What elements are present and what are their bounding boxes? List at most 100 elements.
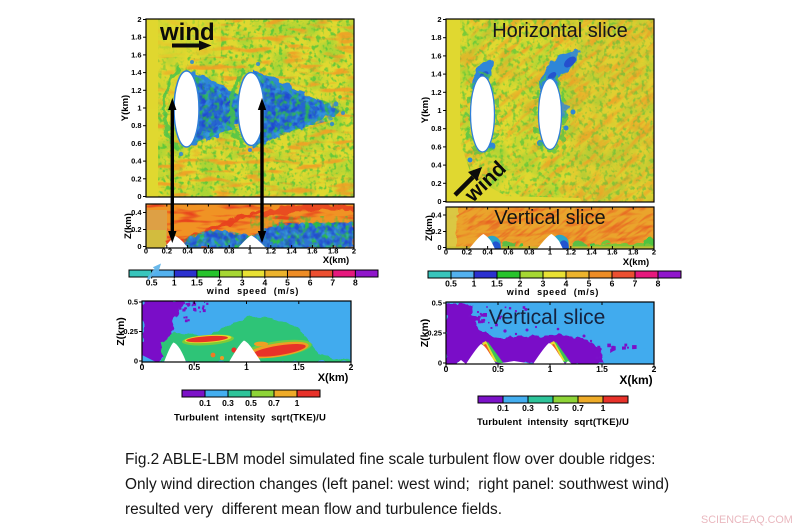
svg-text:1.8: 1.8 xyxy=(628,248,638,257)
svg-text:0.4: 0.4 xyxy=(131,208,142,217)
svg-text:0.4: 0.4 xyxy=(431,211,442,220)
svg-text:Z(km): Z(km) xyxy=(419,319,431,348)
svg-text:0.4: 0.4 xyxy=(482,248,493,257)
svg-text:0.1: 0.1 xyxy=(497,403,509,413)
svg-text:X(km): X(km) xyxy=(623,257,649,268)
svg-text:0: 0 xyxy=(137,192,141,201)
svg-text:0.25: 0.25 xyxy=(427,329,442,338)
svg-text:0.8: 0.8 xyxy=(431,124,441,133)
svg-text:1.2: 1.2 xyxy=(266,247,276,256)
svg-text:8: 8 xyxy=(353,278,358,288)
svg-text:0: 0 xyxy=(444,364,449,374)
svg-text:2: 2 xyxy=(437,15,441,24)
svg-text:0: 0 xyxy=(134,357,138,366)
svg-text:0.8: 0.8 xyxy=(524,248,534,257)
svg-text:0.6: 0.6 xyxy=(203,247,213,256)
svg-text:0.3: 0.3 xyxy=(522,403,534,413)
svg-text:2: 2 xyxy=(518,279,523,289)
svg-text:0: 0 xyxy=(137,242,141,251)
svg-text:Vertical slice: Vertical slice xyxy=(489,306,606,329)
svg-text:7: 7 xyxy=(330,278,335,288)
svg-text:1.4: 1.4 xyxy=(131,68,142,77)
svg-text:Turbulent intensity sqrt(TKE: Turbulent intensity sqrt(TKE)/U xyxy=(174,413,326,424)
svg-text:Vertical slice: Vertical slice xyxy=(494,207,605,229)
svg-text:4: 4 xyxy=(262,278,267,288)
svg-text:1.5: 1.5 xyxy=(191,278,203,288)
svg-text:0.5: 0.5 xyxy=(128,298,138,307)
svg-text:0.7: 0.7 xyxy=(268,398,280,408)
svg-text:X(km): X(km) xyxy=(318,372,349,384)
svg-text:0.7: 0.7 xyxy=(572,403,584,413)
svg-text:0.2: 0.2 xyxy=(162,247,172,256)
svg-text:1.5: 1.5 xyxy=(491,279,503,289)
svg-text:0.5: 0.5 xyxy=(445,279,457,289)
svg-text:Y(km): Y(km) xyxy=(120,95,131,121)
svg-text:2: 2 xyxy=(137,15,141,24)
svg-text:wind speed (m/s): wind speed (m/s) xyxy=(506,287,599,297)
svg-text:0.5: 0.5 xyxy=(547,403,559,413)
svg-text:1: 1 xyxy=(295,398,300,408)
svg-text:1: 1 xyxy=(601,403,606,413)
svg-text:0.25: 0.25 xyxy=(123,327,138,336)
svg-text:1.6: 1.6 xyxy=(307,247,317,256)
svg-text:1.6: 1.6 xyxy=(431,51,441,60)
svg-text:X(km): X(km) xyxy=(323,255,349,266)
svg-text:1.4: 1.4 xyxy=(586,248,597,257)
svg-text:0.2: 0.2 xyxy=(431,227,441,236)
svg-text:0.5: 0.5 xyxy=(492,364,504,374)
svg-text:1.5: 1.5 xyxy=(293,362,305,372)
svg-text:0: 0 xyxy=(444,248,448,257)
svg-text:1: 1 xyxy=(137,104,141,113)
svg-text:0.3: 0.3 xyxy=(222,398,234,408)
svg-text:1: 1 xyxy=(548,248,552,257)
svg-text:Z(km): Z(km) xyxy=(424,215,435,241)
svg-text:1.2: 1.2 xyxy=(131,86,141,95)
svg-text:X(km): X(km) xyxy=(619,373,652,387)
svg-text:2: 2 xyxy=(652,364,657,374)
svg-text:0.5: 0.5 xyxy=(146,278,158,288)
svg-text:wind speed (m/s): wind speed (m/s) xyxy=(206,286,299,296)
svg-text:5: 5 xyxy=(285,278,290,288)
svg-text:3: 3 xyxy=(240,278,245,288)
svg-text:0.2: 0.2 xyxy=(462,248,472,257)
svg-text:Turbulent intensity sqrt(TKE: Turbulent intensity sqrt(TKE)/U xyxy=(477,417,629,428)
svg-text:2: 2 xyxy=(652,248,656,257)
svg-text:2: 2 xyxy=(352,247,356,256)
svg-text:0.2: 0.2 xyxy=(131,174,141,183)
svg-text:2: 2 xyxy=(217,278,222,288)
svg-text:Horizontal slice: Horizontal slice xyxy=(492,20,628,42)
svg-text:Z(km): Z(km) xyxy=(123,213,134,239)
svg-text:0.4: 0.4 xyxy=(131,157,142,166)
svg-text:wind: wind xyxy=(159,19,215,46)
svg-text:Z(km): Z(km) xyxy=(115,317,127,346)
svg-text:0.6: 0.6 xyxy=(503,248,513,257)
svg-text:1.4: 1.4 xyxy=(286,247,297,256)
svg-text:0.1: 0.1 xyxy=(199,398,211,408)
svg-text:6: 6 xyxy=(610,279,615,289)
svg-text:1: 1 xyxy=(472,279,477,289)
svg-text:4: 4 xyxy=(564,279,569,289)
svg-text:0.2: 0.2 xyxy=(131,225,141,234)
svg-text:1.8: 1.8 xyxy=(328,247,338,256)
svg-text:1: 1 xyxy=(437,106,441,115)
svg-text:1: 1 xyxy=(244,362,249,372)
svg-text:1: 1 xyxy=(172,278,177,288)
svg-text:0.6: 0.6 xyxy=(131,139,141,148)
svg-text:0.4: 0.4 xyxy=(431,161,442,170)
svg-text:8: 8 xyxy=(656,279,661,289)
svg-text:Y(km): Y(km) xyxy=(420,97,431,123)
svg-text:5: 5 xyxy=(587,279,592,289)
svg-text:0.5: 0.5 xyxy=(245,398,257,408)
svg-text:0.2: 0.2 xyxy=(431,179,441,188)
svg-text:0.8: 0.8 xyxy=(224,247,234,256)
svg-text:3: 3 xyxy=(541,279,546,289)
svg-text:1.4: 1.4 xyxy=(431,70,442,79)
svg-text:1: 1 xyxy=(548,364,553,374)
svg-text:0: 0 xyxy=(437,243,441,252)
svg-text:1.8: 1.8 xyxy=(131,33,141,42)
svg-text:1.8: 1.8 xyxy=(431,33,441,42)
svg-text:0: 0 xyxy=(140,362,145,372)
svg-text:1.6: 1.6 xyxy=(607,248,617,257)
svg-text:0: 0 xyxy=(438,359,442,368)
svg-text:0.8: 0.8 xyxy=(131,121,141,130)
